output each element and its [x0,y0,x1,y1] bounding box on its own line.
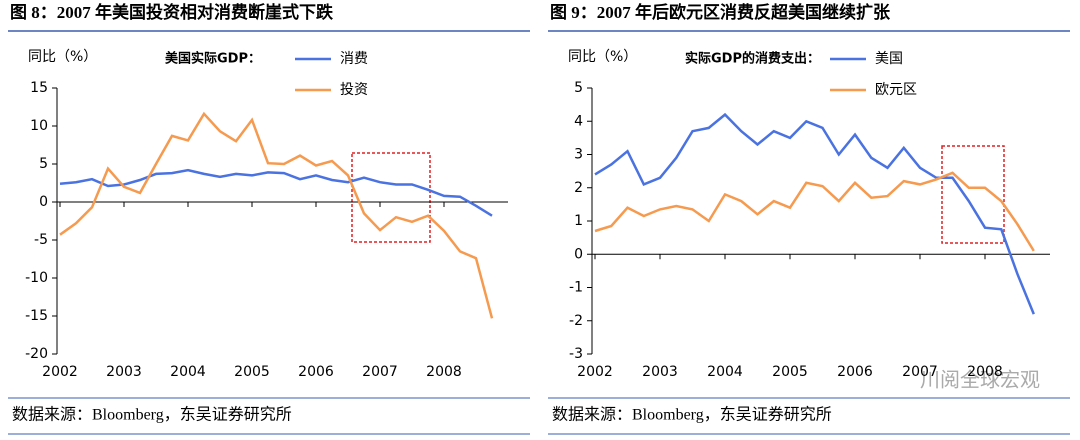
series-line [594,112,1035,315]
y-axis-label: 同比（%） [568,49,637,65]
x-tick-label: 2004 [707,364,743,380]
x-tick-label: 2002 [42,364,78,380]
x-tick-label: 2005 [772,364,808,380]
series-line [59,111,494,319]
legend-title: 实际GDP的消费支出： [685,51,820,67]
series-line [594,171,1035,252]
y-tick-label: 4 [574,113,583,129]
y-axis-label: 同比（%） [28,49,97,65]
x-tick-label: 2004 [170,364,206,380]
chart-title: 图 9：2007 年后欧元区消费反超美国继续扩张 [550,2,891,22]
watermark: 川阅全球宏观 [920,368,1040,392]
source: 数据来源：Bloomberg，东吴证券研究所 [552,406,832,424]
y-tick-label: -5 [34,232,48,248]
x-tick-label: 2007 [902,364,938,380]
y-tick-label: 0 [39,194,48,210]
y-tick-label: -3 [569,346,583,362]
x-tick-label: 2002 [577,364,613,380]
y-tick-label: 15 [30,80,48,96]
y-tick-label: -15 [25,308,48,324]
y-tick-label: 5 [574,80,583,96]
y-tick-label: 1 [574,213,583,229]
highlight-box [941,145,1005,244]
y-tick-label: 5 [39,156,48,172]
legend-title: 美国实际GDP： [165,51,261,67]
y-tick-label: 3 [574,147,583,163]
legend-label: 美国 [875,51,903,67]
x-tick-label: 2007 [362,364,398,380]
chart-title: 图 8：2007 年美国投资相对消费断崖式下跌 [10,2,334,22]
y-tick-label: -1 [569,280,583,296]
y-tick-label: -10 [25,270,48,286]
y-tick-label: -20 [25,346,48,362]
y-tick-label: 0 [574,246,583,262]
x-tick-label: 2003 [106,364,142,380]
series-line [59,168,493,217]
source: 数据来源：Bloomberg，东吴证券研究所 [12,406,292,424]
x-tick-label: 2005 [234,364,270,380]
legend-label: 消费 [340,51,368,67]
legend-label: 欧元区 [875,82,917,98]
legend-label: 投资 [340,82,368,98]
x-tick-label: 2006 [298,364,334,380]
y-tick-label: 10 [30,118,48,134]
highlight-box [351,152,431,243]
x-tick-label: 2003 [642,364,678,380]
x-tick-label: 2006 [837,364,873,380]
x-tick-label: 2008 [426,364,462,380]
x-tick-label: 2008 [967,364,1003,380]
y-tick-label: 2 [574,180,583,196]
y-tick-label: -2 [569,313,583,329]
